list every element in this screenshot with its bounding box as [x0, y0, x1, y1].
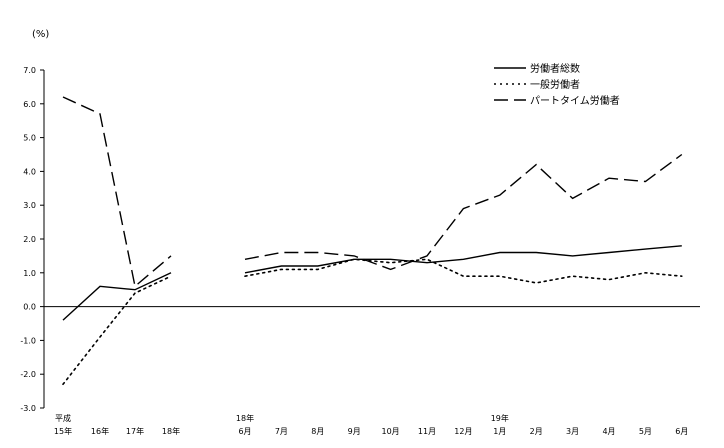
x-tick-label-top: 18年	[236, 413, 254, 423]
series-line-1	[62, 275, 172, 386]
x-tick-label: 3月	[566, 427, 579, 436]
x-tick-label: 6月	[675, 427, 688, 436]
legend-label: 労働者総数	[530, 62, 580, 75]
y-tick-label: 7.0	[23, 66, 36, 75]
series-line-2	[244, 258, 683, 284]
y-tick-label: 3.0	[23, 201, 36, 210]
y-tick-label: 6.0	[23, 100, 36, 109]
y-tick-label: -1.0	[20, 336, 36, 345]
x-tick-label: 6月	[238, 427, 251, 436]
series-line-1	[62, 272, 172, 321]
x-tick-label: 9月	[348, 427, 361, 436]
x-tick-label: 4月	[602, 427, 615, 436]
x-tick-label: 12月	[454, 427, 472, 436]
x-tick-labels: 平成 15年 16年 17年 18年 18年 6月 7月 8月 9月 10月 11月 12月 19年 1月 2…	[54, 413, 688, 436]
x-tick-label: 18年	[162, 426, 180, 436]
y-tick-label: 2.0	[23, 235, 36, 244]
y-tick-label: 4.0	[23, 167, 36, 176]
series-line-1	[62, 96, 172, 288]
x-tick-label: 2月	[530, 427, 543, 436]
x-tick-label: 1月	[493, 427, 506, 436]
x-tick-label: 15年	[54, 426, 72, 436]
y-tick-label: 5.0	[23, 134, 36, 143]
x-tick-label: 16年	[91, 426, 109, 436]
x-tick-label: 11月	[418, 427, 436, 436]
x-tick-label-top: 19年	[491, 413, 509, 423]
x-tick-label-top: 平成	[55, 413, 71, 423]
y-tick-label: -2.0	[20, 370, 36, 379]
y-tick-labels: 7.0 6.0 5.0 4.0 3.0 2.0 1.0 0.0 -1.0 -2.0 -3.0	[20, 66, 44, 413]
x-tick-label: 5月	[639, 427, 652, 436]
legend-label: パートタイム労働者	[530, 94, 620, 107]
x-tick-label: 7月	[275, 427, 288, 436]
x-tick-label: 8月	[311, 427, 324, 436]
x-tick-label: 17年	[126, 426, 144, 436]
series-line-2	[244, 245, 682, 274]
y-tick-label: -3.0	[20, 404, 36, 413]
y-axis-unit-label: (%)	[32, 29, 49, 40]
legend-label: 一般労働者	[530, 78, 580, 91]
y-tick-label: 0.0	[23, 303, 36, 312]
axes	[43, 70, 700, 408]
y-tick-label: 1.0	[23, 269, 36, 278]
series-line-2	[244, 153, 683, 271]
series-lines	[62, 96, 683, 386]
x-tick-label: 10月	[382, 427, 400, 436]
